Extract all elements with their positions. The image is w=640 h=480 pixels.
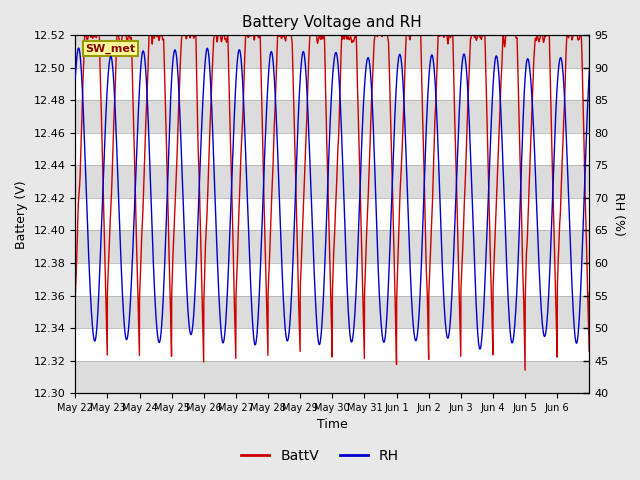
Bar: [76, 328, 589, 360]
Bar: [76, 133, 589, 166]
Y-axis label: Battery (V): Battery (V): [15, 180, 28, 249]
Text: SW_met: SW_met: [86, 43, 136, 54]
Y-axis label: RH (%): RH (%): [612, 192, 625, 236]
Bar: [76, 36, 589, 68]
X-axis label: Time: Time: [317, 419, 348, 432]
Bar: [76, 230, 589, 263]
Bar: [76, 100, 589, 133]
Legend: BattV, RH: BattV, RH: [236, 443, 404, 468]
Bar: [76, 263, 589, 296]
Bar: [76, 166, 589, 198]
Bar: [76, 360, 589, 393]
Title: Battery Voltage and RH: Battery Voltage and RH: [243, 15, 422, 30]
Bar: [76, 198, 589, 230]
Bar: [76, 68, 589, 100]
Bar: [76, 296, 589, 328]
